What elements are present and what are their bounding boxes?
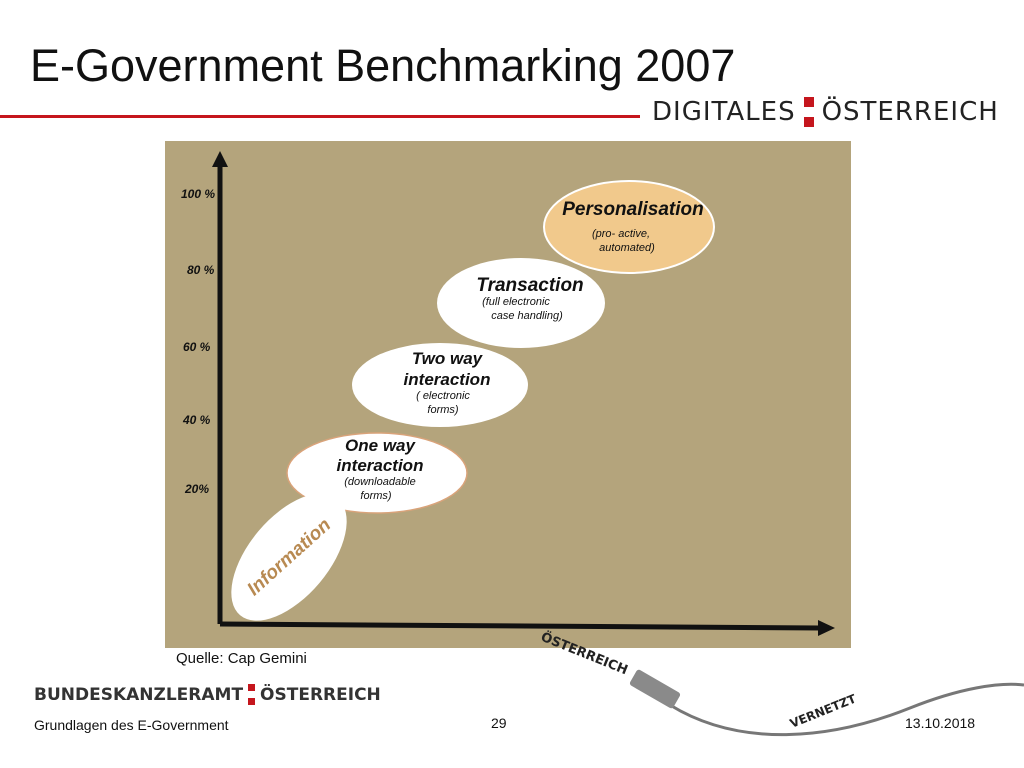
x-axis-arrow-icon [818,620,835,636]
stage-personalisation: Personalisation (pro- active, automated) [543,180,715,274]
stage-detail: ( electronic [416,390,470,402]
stage-one-way-interaction: One way interaction (downloadable forms) [286,432,468,514]
stage-detail: (downloadable [344,476,416,488]
stage-detail: forms) [427,404,459,416]
stage-diagram: 100 % 80 % 60 % 40 % 20% Personalisation… [165,141,851,648]
decoration-text: ÖSTERREICH [539,630,631,678]
title-divider [0,115,640,118]
y-tick-label: 60 % [183,340,211,354]
footer-course-title: Grundlagen des E-Government [34,717,229,733]
y-tick-label: 80 % [187,263,215,277]
stage-detail: (full electronic [482,296,550,308]
page-title: E-Government Benchmarking 2007 [30,40,736,91]
bundeskanzleramt-logo: BUNDESKANZLERAMT ÖSTERREICH [34,684,381,705]
stage-ellipse [231,493,347,621]
stage-title: Personalisation [562,199,704,220]
stage-ellipse [352,343,528,427]
stage-title: interaction [337,456,424,475]
source-note: Quelle: Cap Gemini [176,650,307,667]
stage-detail: forms) [360,490,392,502]
logo-mark-icon [248,684,256,705]
footer-date: 13.10.2018 [905,715,976,731]
logo-top-left-text: DIGITALES [652,97,796,127]
stage-title: Transaction [476,275,583,296]
cable-decoration: ÖSTERREICH VERNETZT [539,630,1024,737]
logo-mark-icon [803,97,814,127]
stage-diagram-svg: 100 % 80 % 60 % 40 % 20% Personalisation… [181,151,835,636]
stage-ellipse [543,180,715,274]
stage-title: One way [345,436,416,455]
digitales-oesterreich-logo: DIGITALES ÖSTERREICH [652,92,999,132]
stage-detail: automated) [599,242,655,254]
stage-two-way-interaction: Two way interaction ( electronic forms) [352,343,528,427]
stage-transaction: Transaction (full electronic case handli… [437,258,605,348]
logo-bottom-right-text: ÖSTERREICH [260,684,381,705]
stage-detail: case handling) [491,310,563,322]
y-tick-label: 20% [184,482,209,496]
stage-title: Two way [412,349,484,368]
y-tick-label: 40 % [182,413,211,427]
decoration-text: VERNETZT [788,691,859,731]
logo-bottom-left-text: BUNDESKANZLERAMT [34,684,244,705]
y-axis-arrow-icon [212,151,228,167]
stage-ellipse [286,432,468,514]
page-number: 29 [491,715,507,731]
logo-top-right-text: ÖSTERREICH [821,97,999,127]
cable-line [669,682,1024,737]
x-axis [219,621,821,631]
stage-detail: (pro- active, [592,228,650,240]
y-tick-label: 100 % [181,187,215,201]
stage-ellipse [437,258,605,348]
plug-icon [629,669,681,709]
stage-title: interaction [404,370,491,389]
